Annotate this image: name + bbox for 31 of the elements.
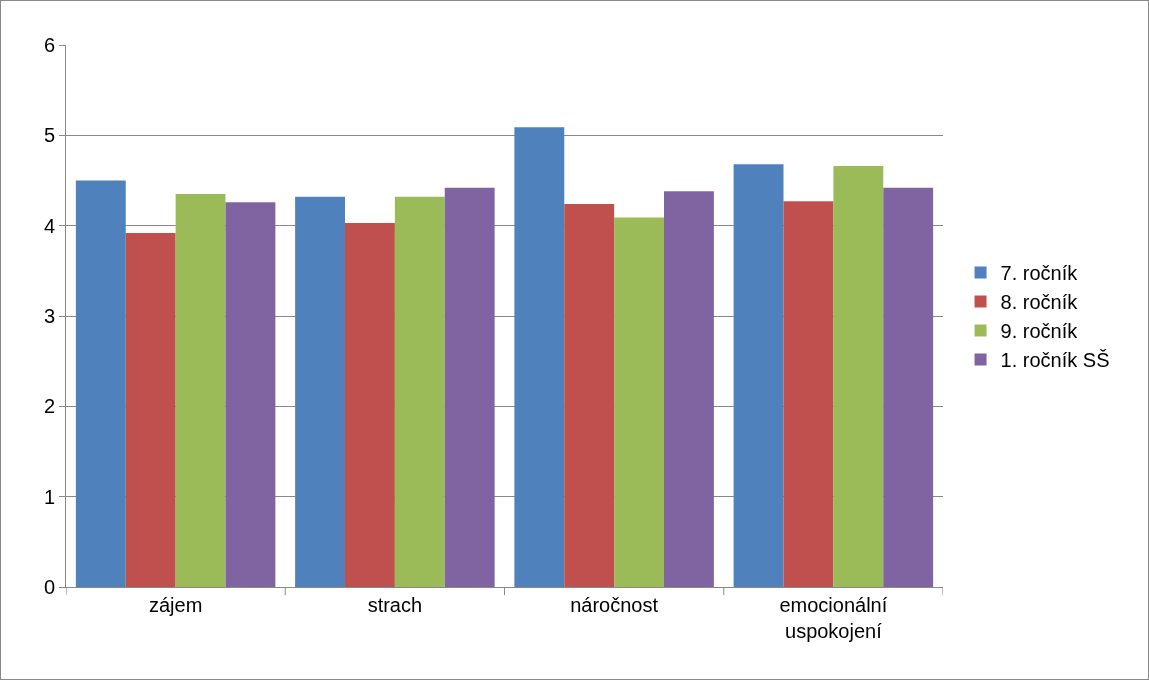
- bar: [345, 222, 395, 587]
- bar: [514, 127, 565, 587]
- bar: [883, 187, 934, 587]
- bar: [444, 187, 495, 587]
- y-tick-label: 3: [43, 305, 55, 327]
- x-tick-label: strach: [367, 594, 423, 616]
- y-tick-label: 1: [43, 485, 55, 508]
- y-tick-label: 2: [43, 395, 55, 418]
- legend-label: 7. ročník: [1000, 262, 1079, 285]
- x-tick-label: emocionální uspokojení: [779, 594, 888, 642]
- bar: [125, 232, 176, 587]
- legend-label: 9. ročník: [1000, 320, 1079, 343]
- bar: [225, 202, 276, 587]
- y-tick-label: 0: [43, 576, 55, 598]
- x-tick-label: náročnost: [570, 594, 659, 616]
- y-tick-label: 4: [43, 214, 55, 237]
- bar: [295, 196, 345, 587]
- bar: [75, 180, 126, 587]
- x-tick-label: zájem: [148, 594, 203, 616]
- y-tick-label: 5: [43, 124, 55, 147]
- bar: [394, 196, 445, 587]
- bar: [783, 201, 834, 587]
- bar: [733, 164, 784, 587]
- legend-label: 8. ročník: [1000, 291, 1079, 314]
- bar: [614, 217, 664, 587]
- legend-label: 1. ročník SŠ: [1000, 349, 1110, 372]
- bar: [564, 203, 615, 587]
- bar: [664, 191, 714, 587]
- bar: [833, 166, 884, 587]
- bar: [175, 194, 226, 587]
- y-tick-label: 6: [43, 34, 55, 56]
